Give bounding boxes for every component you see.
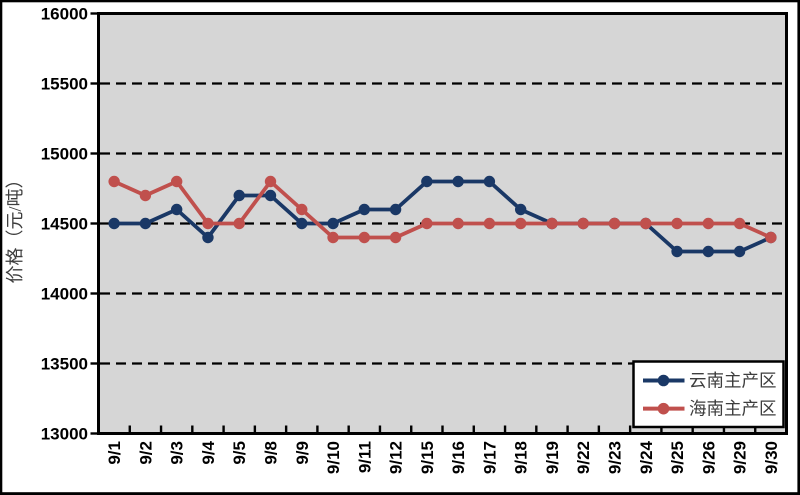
legend-label-1: 云南主产区	[689, 370, 777, 390]
series-2-marker-9-8	[264, 175, 277, 188]
x-tick-label-9-10: 9/10	[324, 441, 343, 474]
series-line-1	[112, 179, 773, 254]
series-2-marker-9-24	[640, 217, 652, 230]
x-tick-label-9-30: 9/30	[762, 441, 781, 474]
series-1-marker-9-9	[296, 217, 308, 230]
x-tick-label-9-8: 9/8	[262, 441, 281, 465]
series-1-marker-9-12	[389, 203, 402, 216]
x-tick-label-9-23: 9/23	[606, 441, 625, 474]
series-1-marker-9-17	[483, 175, 496, 188]
series-1-marker-9-26	[702, 245, 715, 258]
series-2-marker-9-23	[608, 217, 621, 230]
y-tick-label-15000: 15000	[41, 145, 88, 164]
x-tick-label-9-24: 9/24	[637, 440, 656, 474]
series-2-marker-9-15	[421, 217, 433, 230]
series-2-marker-9-9	[296, 203, 308, 216]
x-tick-label-9-25: 9/25	[668, 441, 687, 474]
series-2-marker-9-19	[546, 217, 558, 230]
figure-border-left	[0, 0, 3, 495]
y-axis-title: 价格（元/吨）	[5, 170, 25, 283]
x-tick-label-9-4: 9/4	[199, 440, 218, 464]
series-2-marker-9-30	[765, 231, 777, 244]
series-2-marker-9-25	[671, 217, 683, 230]
series-1-marker-9-4	[202, 231, 214, 244]
x-tick-label-9-15: 9/15	[418, 441, 437, 474]
series-2-marker-9-29	[733, 217, 746, 230]
series-1-marker-9-3	[170, 203, 183, 216]
x-tick-label-9-1: 9/1	[105, 441, 124, 465]
x-tick-label-9-29: 9/29	[731, 441, 750, 474]
x-tick-label-9-9: 9/9	[293, 441, 312, 465]
series-1-marker-9-10	[327, 217, 339, 230]
series-2-marker-9-10	[327, 231, 339, 244]
series-2-marker-9-11	[358, 231, 371, 244]
series-2-marker-9-1	[108, 175, 120, 188]
series-1-marker-9-8	[264, 189, 277, 202]
y-tick-label-13000: 13000	[41, 425, 88, 444]
series-1-marker-9-5	[233, 189, 245, 202]
x-tick-label-9-22: 9/22	[574, 441, 593, 474]
y-tick-label-14500: 14500	[41, 215, 88, 234]
x-tick-label-9-16: 9/16	[449, 441, 468, 474]
legend-marker-2	[657, 402, 670, 415]
x-tick-label-9-18: 9/18	[512, 441, 531, 474]
series-2-marker-9-26	[702, 217, 715, 230]
series-2-marker-9-12	[389, 231, 402, 244]
series-1-marker-9-18	[514, 203, 527, 216]
x-tick-label-9-17: 9/17	[480, 441, 499, 474]
x-tick-label-9-12: 9/12	[387, 441, 406, 474]
figure-border-bottom	[0, 492, 800, 495]
series-2-marker-9-17	[483, 217, 496, 230]
series-2-marker-9-22	[577, 217, 589, 230]
x-tick-label-9-5: 9/5	[230, 441, 249, 465]
series-2-marker-9-5	[233, 217, 245, 230]
x-tick-label-9-11: 9/11	[355, 441, 374, 473]
series-2-marker-9-2	[139, 189, 152, 202]
series-1-marker-9-29	[733, 245, 746, 258]
series-1-marker-9-2	[139, 217, 152, 230]
y-tick-label-15500: 15500	[41, 75, 88, 94]
legend-label-2: 海南主产区	[689, 399, 777, 419]
series-2-marker-9-4	[202, 217, 214, 230]
series-1-marker-9-1	[108, 217, 120, 230]
y-tick-label-16000: 16000	[41, 5, 88, 24]
figure-border-top	[0, 0, 800, 3]
y-tick-label-13500: 13500	[41, 355, 88, 374]
series-line-2	[112, 179, 773, 240]
series-1-marker-9-11	[358, 203, 371, 216]
x-tick-label-9-2: 9/2	[136, 441, 155, 465]
series-1-marker-9-25	[671, 245, 683, 258]
series-1-marker-9-15	[421, 175, 433, 188]
series-2-marker-9-18	[514, 217, 527, 230]
x-tick-label-9-3: 9/3	[168, 441, 187, 465]
y-tick-label-14000: 14000	[41, 285, 88, 304]
legend-box	[632, 360, 785, 429]
series-2-marker-9-16	[452, 217, 464, 230]
series-2-marker-9-3	[170, 175, 183, 188]
x-tick-label-9-19: 9/19	[543, 441, 562, 474]
series-1-marker-9-16	[452, 175, 464, 188]
x-tick-label-9-26: 9/26	[699, 441, 718, 474]
figure-border-right	[797, 0, 800, 495]
legend-marker-1	[657, 374, 670, 387]
